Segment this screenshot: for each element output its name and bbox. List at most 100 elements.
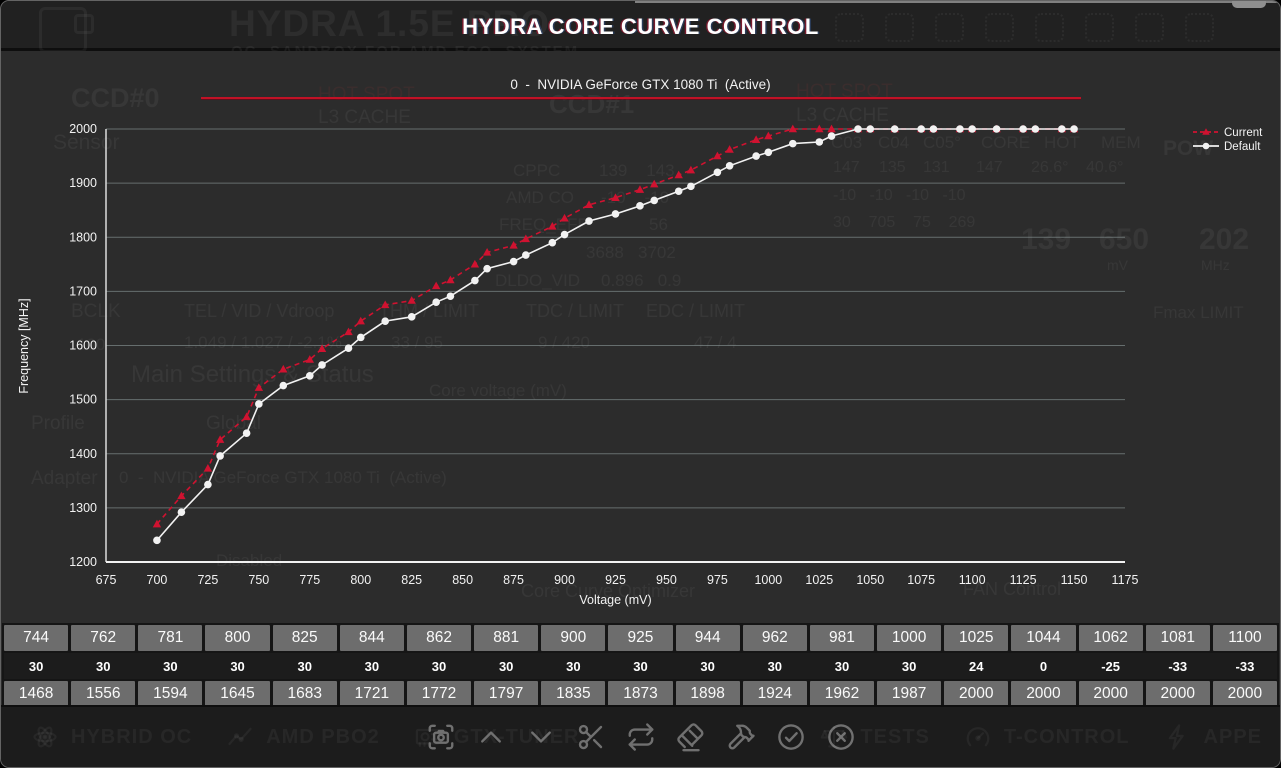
curve-point-default[interactable] bbox=[471, 276, 479, 285]
frequency-cell[interactable]: 2000 bbox=[944, 681, 1009, 707]
curve-point-default[interactable] bbox=[204, 480, 212, 489]
chevron-up-button[interactable] bbox=[474, 720, 508, 754]
curve-point-current[interactable] bbox=[381, 300, 390, 309]
curve-point-default[interactable] bbox=[1058, 125, 1066, 133]
voltage-cell[interactable]: 944 bbox=[675, 625, 740, 651]
curve-point-default[interactable] bbox=[356, 333, 365, 342]
curve-point-default[interactable] bbox=[636, 202, 644, 210]
frequency-cell[interactable]: 1797 bbox=[474, 681, 539, 707]
voltage-cell[interactable]: 781 bbox=[138, 625, 203, 651]
frequency-cell[interactable]: 2000 bbox=[1145, 681, 1210, 707]
curve-point-current[interactable] bbox=[584, 200, 594, 208]
curve-point-current[interactable] bbox=[177, 491, 186, 500]
hammer-button[interactable] bbox=[724, 720, 758, 754]
curve-point-default[interactable] bbox=[956, 125, 964, 133]
curve-point-current[interactable] bbox=[611, 193, 620, 201]
curve-point-current[interactable] bbox=[203, 463, 213, 472]
curve-point-current[interactable] bbox=[548, 222, 557, 230]
curve-point-default[interactable] bbox=[509, 257, 518, 266]
curve-point-current[interactable] bbox=[521, 234, 531, 243]
frequency-cell[interactable]: 2000 bbox=[1011, 681, 1076, 707]
curve-point-current[interactable] bbox=[279, 364, 288, 373]
check-circle-button[interactable] bbox=[774, 720, 808, 754]
curve-point-default[interactable] bbox=[446, 292, 455, 301]
voltage-cell[interactable]: 925 bbox=[608, 625, 673, 651]
frequency-cell[interactable]: 1924 bbox=[742, 681, 807, 707]
x-circle-button[interactable] bbox=[824, 720, 858, 754]
curve-point-current[interactable] bbox=[725, 145, 734, 153]
frequency-cell[interactable]: 1721 bbox=[339, 681, 404, 707]
curve-point-current[interactable] bbox=[713, 151, 722, 160]
screenshot-button[interactable] bbox=[424, 720, 458, 754]
vf-curve-chart[interactable]: 1200 1300 1400 1500 1600 1700 1800 1900 2000 675 7… bbox=[1, 51, 1281, 613]
frequency-cell[interactable]: 1468 bbox=[4, 681, 69, 707]
curve-point-default[interactable] bbox=[1070, 125, 1078, 133]
voltage-cell[interactable]: 1000 bbox=[877, 625, 942, 651]
curve-point-default[interactable] bbox=[1019, 125, 1027, 133]
curve-point-current[interactable] bbox=[815, 124, 824, 133]
frequency-cell[interactable]: 1556 bbox=[71, 681, 136, 707]
curve-point-current[interactable] bbox=[305, 355, 314, 363]
curve-point-default[interactable] bbox=[522, 251, 530, 259]
frequency-cell[interactable]: 1962 bbox=[809, 681, 875, 707]
gpu-selector-label[interactable]: 0 - NVIDIA GeForce GTX 1080 Ti (Active) bbox=[510, 77, 771, 92]
curve-point-default[interactable] bbox=[789, 139, 797, 148]
curve-point-default[interactable] bbox=[279, 381, 288, 390]
curve-point-default[interactable] bbox=[890, 125, 899, 133]
curve-point-default[interactable] bbox=[1031, 125, 1040, 133]
curve-point-default[interactable] bbox=[764, 148, 773, 157]
curve-point-default[interactable] bbox=[929, 125, 938, 133]
voltage-cell[interactable]: 762 bbox=[71, 625, 136, 651]
curve-point-current[interactable] bbox=[650, 179, 659, 188]
curve-point-default[interactable] bbox=[713, 168, 722, 177]
curve-point-default[interactable] bbox=[585, 217, 593, 225]
curve-point-current[interactable] bbox=[827, 124, 836, 133]
voltage-cell[interactable]: 962 bbox=[742, 625, 807, 651]
curve-point-default[interactable] bbox=[153, 536, 161, 545]
curve-point-default[interactable] bbox=[344, 344, 353, 353]
curve-point-default[interactable] bbox=[242, 429, 251, 437]
frequency-cell[interactable]: 2000 bbox=[1212, 681, 1277, 707]
curve-point-current[interactable] bbox=[560, 213, 569, 222]
voltage-cell[interactable]: 844 bbox=[339, 625, 404, 651]
frequency-cell[interactable]: 1873 bbox=[608, 681, 673, 707]
frequency-cell[interactable]: 1898 bbox=[675, 681, 740, 707]
curve-point-default[interactable] bbox=[483, 264, 491, 273]
curve-point-default[interactable] bbox=[674, 187, 683, 196]
curve-point-default[interactable] bbox=[611, 210, 620, 218]
voltage-cell[interactable]: 981 bbox=[809, 625, 875, 651]
curve-point-current[interactable] bbox=[152, 519, 162, 528]
frequency-cell[interactable]: 1987 bbox=[877, 681, 942, 707]
curve-point-default[interactable] bbox=[827, 132, 836, 140]
voltage-cell[interactable]: 900 bbox=[541, 625, 606, 651]
curve-point-current[interactable] bbox=[751, 135, 761, 144]
curve-point-current[interactable] bbox=[431, 281, 441, 290]
curve-point-current[interactable] bbox=[674, 170, 683, 179]
voltage-cell[interactable]: 825 bbox=[272, 625, 337, 651]
frequency-cell[interactable]: 2000 bbox=[1078, 681, 1143, 707]
curve-point-default[interactable] bbox=[687, 182, 695, 191]
curve-point-default[interactable] bbox=[560, 230, 569, 239]
voltage-cell[interactable]: 1044 bbox=[1011, 625, 1076, 651]
repeat-button[interactable] bbox=[624, 720, 658, 754]
curve-point-default[interactable] bbox=[917, 125, 925, 133]
curve-point-current[interactable] bbox=[686, 165, 696, 174]
curve-point-default[interactable] bbox=[752, 152, 760, 160]
voltage-cell[interactable]: 1081 bbox=[1145, 625, 1210, 651]
curve-point-current[interactable] bbox=[344, 327, 353, 336]
curve-point-default[interactable] bbox=[650, 196, 659, 205]
curve-point-current[interactable] bbox=[317, 344, 327, 352]
eraser-button[interactable] bbox=[674, 720, 708, 754]
curve-point-default[interactable] bbox=[548, 238, 557, 247]
curve-point-default[interactable] bbox=[432, 298, 440, 306]
curve-point-current[interactable] bbox=[635, 185, 645, 193]
frequency-cell[interactable]: 1772 bbox=[406, 681, 472, 707]
chevron-down-button[interactable] bbox=[524, 720, 558, 754]
curve-point-current[interactable] bbox=[470, 259, 480, 268]
curve-point-current[interactable] bbox=[242, 412, 251, 421]
curve-point-default[interactable] bbox=[407, 313, 416, 321]
frequency-cell[interactable]: 1645 bbox=[205, 681, 270, 707]
curve-point-default[interactable] bbox=[381, 317, 390, 325]
frequency-cell[interactable]: 1683 bbox=[272, 681, 337, 707]
curve-point-default[interactable] bbox=[255, 400, 263, 408]
